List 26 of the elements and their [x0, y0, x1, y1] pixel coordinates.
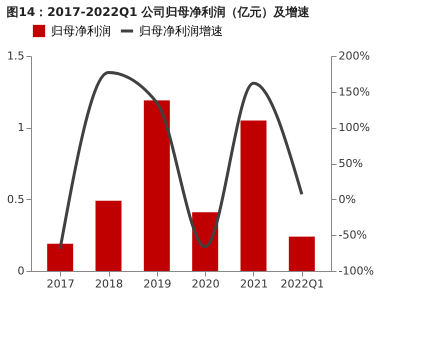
bar [96, 200, 122, 271]
x-tick-label: 2018 [95, 278, 123, 290]
y2-tick-label: 200% [338, 50, 370, 62]
y-tick-label: 0.5 [7, 192, 24, 206]
bar [144, 100, 170, 271]
bar [288, 236, 315, 271]
bar [240, 120, 266, 271]
bar [47, 244, 74, 271]
legend-label: 归母净利润增速 [139, 24, 223, 38]
line-series [58, 70, 304, 250]
legend-label: 归母净利润 [51, 24, 111, 38]
y-tick-label: 0 [18, 264, 24, 278]
y2-tick-label: -50% [338, 228, 367, 242]
y-tick-label: 1 [18, 121, 24, 134]
y2-tick-label: -100% [338, 264, 374, 278]
x-tick-label: 2021 [240, 278, 268, 290]
y2-tick-label: 100% [338, 121, 370, 134]
y2-tick-label: 150% [338, 85, 370, 98]
y-tick-label: 1.5 [7, 50, 24, 62]
chart-title: 图14：2017-2022Q1 公司归母净利润（亿元）及增速 [6, 5, 311, 19]
y2-tick-label: 0% [338, 192, 356, 206]
y2-tick-label: 50% [338, 157, 363, 170]
x-tick-label: 2017 [46, 278, 75, 290]
x-tick-label: 2022Q1 [280, 278, 324, 290]
x-tick-label: 2020 [192, 278, 220, 290]
x-tick-label: 2019 [143, 278, 172, 290]
